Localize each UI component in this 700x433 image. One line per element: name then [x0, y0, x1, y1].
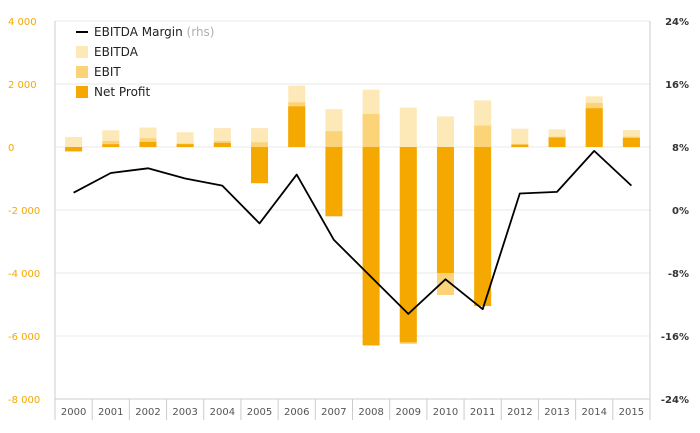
bar-net-profit [102, 144, 120, 147]
left-tick-label: -4 000 [8, 269, 40, 280]
x-tick-label: 2015 [619, 407, 644, 418]
right-tick-label: 16% [665, 80, 689, 91]
x-tick-label: 2007 [321, 407, 346, 418]
bar-net-profit [65, 147, 83, 152]
bar-ebitda [399, 107, 417, 147]
bar-net-profit [511, 144, 529, 147]
legend-swatch [76, 86, 88, 98]
x-axis: 2000 2001 2002 2003 2004 2005 2006 2007 2008 2009… [61, 407, 644, 418]
x-tick-label: 2014 [581, 407, 606, 418]
line-ebitda-margin [73, 149, 633, 315]
bar-net-profit [399, 147, 417, 343]
bar-net-profit [139, 141, 157, 147]
x-tick-label: 2004 [210, 407, 235, 418]
x-tick-label: 2010 [433, 407, 458, 418]
margin-line-layer [73, 149, 633, 315]
bar-net-profit [251, 147, 269, 184]
bar-ebit [251, 142, 269, 147]
legend-label: EBITDA [94, 45, 139, 59]
legend-label: EBIT [94, 65, 121, 79]
bar-net-profit [622, 137, 640, 147]
right-tick-label: -16% [661, 332, 689, 343]
gridlines [55, 20, 650, 400]
bar-ebit [325, 131, 343, 147]
bar-net-profit [362, 147, 380, 346]
bars [65, 85, 640, 346]
left-tick-label: -6 000 [8, 332, 40, 343]
left-tick-label: 2 000 [8, 80, 37, 91]
x-tick-label: 2011 [470, 407, 495, 418]
bar-net-profit [213, 142, 231, 147]
legend-swatch [76, 66, 88, 78]
bar-ebit [102, 141, 120, 147]
legend-label: Net Profit [94, 85, 150, 99]
x-tick-label: 2005 [247, 407, 272, 418]
x-tick-label: 2003 [172, 407, 197, 418]
bar-net-profit [288, 106, 306, 147]
x-tick-label: 2006 [284, 407, 309, 418]
right-tick-label: -24% [661, 395, 689, 406]
legend-swatch [76, 46, 88, 58]
x-tick-label: 2000 [61, 407, 86, 418]
x-tick-label: 2013 [544, 407, 569, 418]
bar-ebit [474, 125, 492, 147]
bar-net-profit [436, 147, 454, 273]
legend-label: EBITDA Margin (rhs) [94, 25, 215, 39]
x-tick-label: 2009 [396, 407, 421, 418]
legend-label-note: (rhs) [183, 25, 215, 39]
plot-frame [54, 21, 651, 420]
right-tick-label: -8% [668, 269, 689, 280]
x-tick-label: 2001 [98, 407, 123, 418]
bar-net-profit [585, 108, 603, 147]
left-tick-label: -2 000 [8, 206, 40, 217]
legend: EBITDA Margin (rhs) EBITDA EBIT Net Profit [76, 25, 215, 99]
x-tick-label: 2012 [507, 407, 532, 418]
right-tick-label: 0% [672, 206, 689, 217]
right-tick-label: 8% [672, 143, 689, 154]
bar-net-profit [325, 147, 343, 217]
bar-ebitda [176, 132, 194, 147]
bar-net-profit [176, 144, 194, 147]
left-tick-label: 4 000 [8, 17, 37, 28]
bar-net-profit [548, 137, 566, 147]
right-axis: 24% 16% 8% 0% -8% -16% -24% [661, 17, 689, 406]
bar-net-profit [474, 147, 492, 307]
x-tick-label: 2008 [358, 407, 383, 418]
bar-ebitda [436, 116, 454, 147]
left-axis: 4 000 2 000 0 -2 000 -4 000 -6 000 -8 000 [8, 17, 40, 406]
x-tick-label: 2002 [135, 407, 160, 418]
left-tick-label: -8 000 [8, 395, 40, 406]
right-tick-label: 24% [665, 17, 689, 28]
bar-ebitda [65, 136, 83, 147]
left-tick-label: 0 [8, 143, 14, 154]
bar-ebitda [511, 128, 529, 147]
bar-ebit [362, 113, 380, 147]
